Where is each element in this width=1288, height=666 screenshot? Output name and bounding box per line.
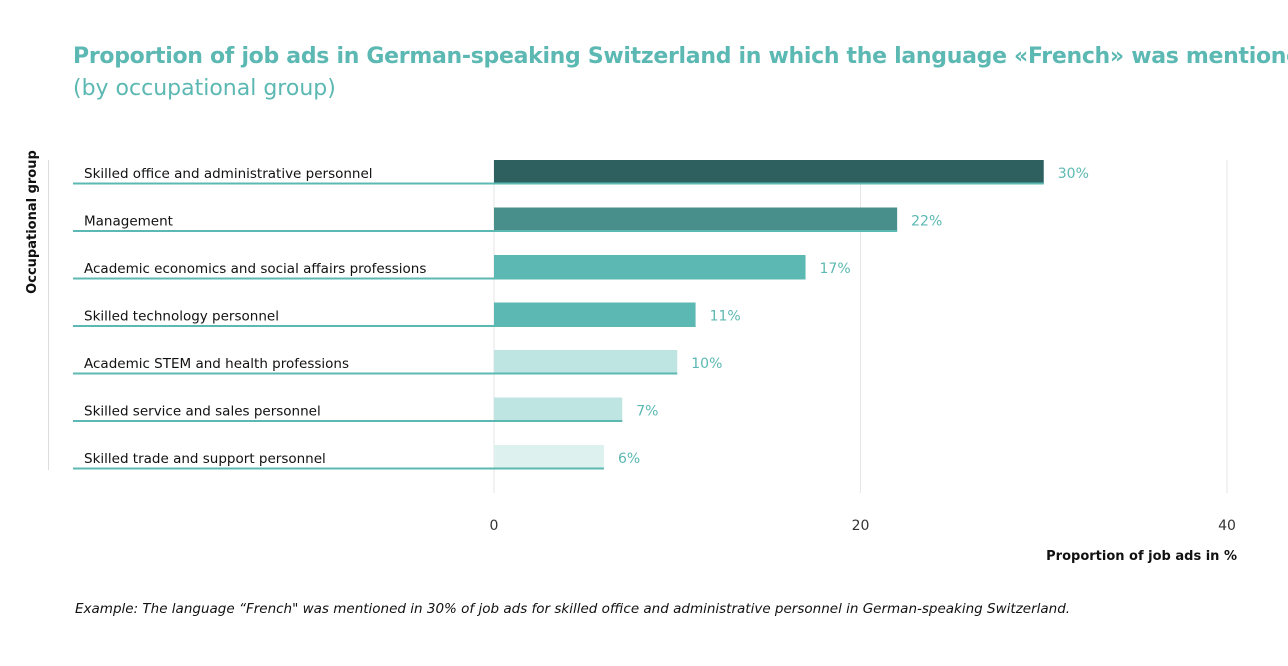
bar <box>494 350 678 374</box>
x-tick-label: 20 <box>852 518 870 534</box>
data-label: 6% <box>618 451 640 467</box>
x-tick-label: 0 <box>490 518 499 534</box>
bar <box>494 445 604 469</box>
category-label: Academic STEM and health professions <box>84 356 349 372</box>
footnote: Example: The language “French" was menti… <box>75 601 1071 617</box>
x-tick-label: 40 <box>1218 518 1236 534</box>
chart-title: Proportion of job ads in German-speaking… <box>73 44 1288 69</box>
category-label: Management <box>84 214 173 230</box>
y-axis-label: Occupational group <box>25 150 40 294</box>
category-label: Skilled technology personnel <box>84 309 279 325</box>
data-label: 30% <box>1058 166 1089 182</box>
category-label: Skilled office and administrative person… <box>84 166 373 182</box>
category-label: Skilled service and sales personnel <box>84 404 321 420</box>
data-label: 7% <box>636 404 658 420</box>
data-label: 11% <box>710 309 741 325</box>
data-label: 10% <box>691 356 722 372</box>
bar <box>494 255 806 279</box>
bar <box>494 207 898 232</box>
category-label: Academic economics and social affairs pr… <box>84 261 426 277</box>
data-label: 17% <box>820 261 851 277</box>
x-axis-label: Proportion of job ads in % <box>1046 549 1237 564</box>
chart-subtitle: (by occupational group) <box>73 76 336 101</box>
bar <box>494 302 696 327</box>
data-label: 22% <box>911 214 942 230</box>
bar <box>494 160 1044 184</box>
category-label: Skilled trade and support personnel <box>84 451 326 467</box>
bar <box>494 397 623 422</box>
